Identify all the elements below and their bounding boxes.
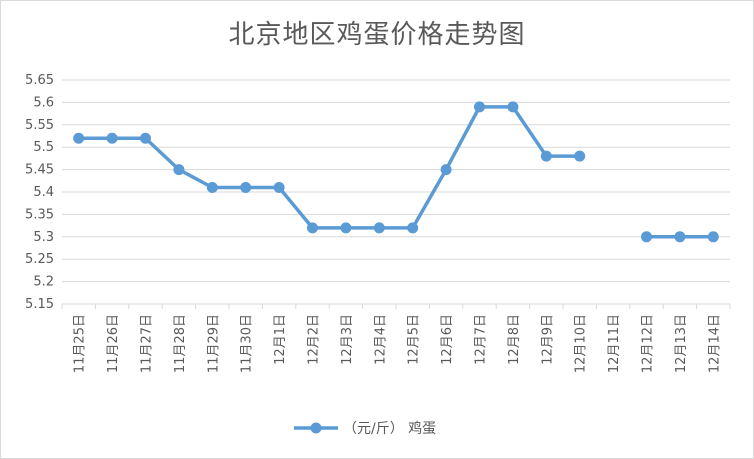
x-axis-ticks: 11月25日 11月26日 11月27日 11月28日 11月29日 11月30日 12月1… <box>61 304 731 373</box>
y-tick-label: 5.25 <box>25 252 54 267</box>
legend: （元/斤） 鸡蛋 <box>294 420 436 437</box>
gridlines <box>62 79 730 305</box>
y-tick-label: 5.35 <box>25 207 54 222</box>
data-point <box>641 231 652 243</box>
legend-label: （元/斤） 鸡蛋 <box>343 420 436 437</box>
y-tick-label: 5.65 <box>25 73 54 88</box>
y-tick-label: 5.6 <box>33 95 54 110</box>
y-tick-label: 5.4 <box>33 185 54 200</box>
data-point <box>206 182 218 194</box>
y-tick-label: 5.2 <box>33 275 54 290</box>
x-tick-label: 11月28日 <box>173 314 188 373</box>
data-point <box>140 132 151 144</box>
y-tick-label: 5.15 <box>25 297 54 312</box>
x-tick-label: 12月11日 <box>607 314 622 373</box>
series-line <box>76 105 582 230</box>
x-tick-label: 11月30日 <box>240 314 255 373</box>
x-tick-label: 11月26日 <box>106 314 121 373</box>
data-point <box>106 132 118 144</box>
x-tick-label: 12月8日 <box>507 314 522 365</box>
y-tick-label: 5.3 <box>33 230 54 245</box>
data-point <box>340 222 352 234</box>
x-tick-label: 12月10日 <box>574 314 589 373</box>
x-tick-label: 12月2日 <box>307 314 322 365</box>
y-tick-label: 5.45 <box>25 163 54 178</box>
y-tick-label: 5.5 <box>33 140 54 155</box>
x-tick-label: 12月3日 <box>340 314 355 365</box>
x-tick-label: 12月1日 <box>273 314 288 365</box>
x-tick-label: 12月7日 <box>474 314 489 365</box>
data-point <box>574 150 586 162</box>
data-point <box>73 132 85 144</box>
data-point <box>273 182 285 194</box>
data-point <box>407 222 419 234</box>
x-tick-label: 12月12日 <box>641 314 656 373</box>
series-group <box>73 101 719 243</box>
data-point <box>240 182 252 194</box>
x-tick-label: 12月6日 <box>440 314 455 365</box>
data-point <box>440 164 452 176</box>
y-axis-ticks: 5.15 5.2 5.25 5.3 5.35 5.4 5.45 5.5 5.55 5.6 5.65 <box>25 73 54 312</box>
data-point <box>474 101 485 113</box>
x-tick-label: 12月9日 <box>540 314 555 365</box>
x-tick-label: 12月4日 <box>373 314 388 365</box>
data-point <box>507 101 519 113</box>
data-point <box>707 231 719 243</box>
x-tick-label: 11月25日 <box>73 314 88 373</box>
y-tick-label: 5.55 <box>25 118 54 133</box>
x-tick-label: 11月27日 <box>140 314 155 373</box>
legend-marker <box>310 422 322 434</box>
data-point <box>373 222 385 234</box>
data-point <box>307 222 318 234</box>
x-tick-label: 12月13日 <box>674 314 689 373</box>
data-point <box>173 164 185 176</box>
x-tick-label: 11月29日 <box>206 314 221 373</box>
x-tick-label: 12月5日 <box>407 314 422 365</box>
chart-title: 北京地区鸡蛋价格走势图 <box>228 20 526 50</box>
x-tick-label: 12月14日 <box>707 314 722 373</box>
data-point <box>540 150 552 162</box>
data-point <box>674 231 686 243</box>
